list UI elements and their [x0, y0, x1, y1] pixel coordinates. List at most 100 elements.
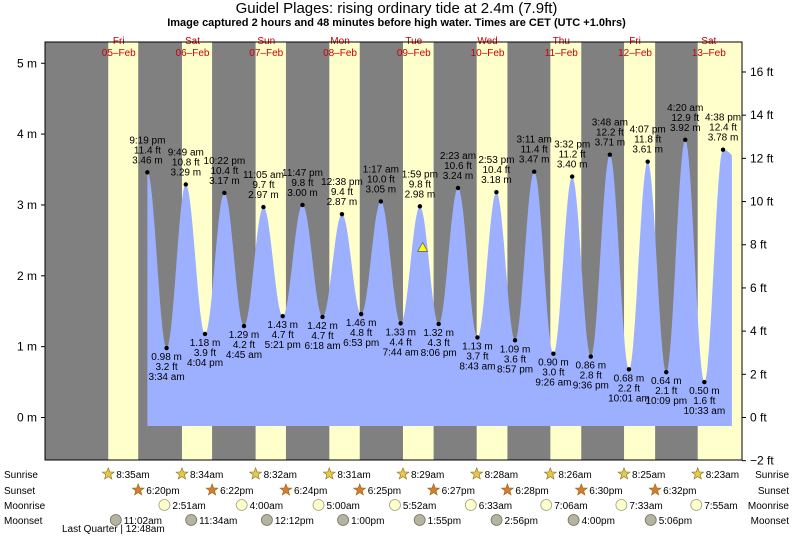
high-tide-ft: 9.8 ft — [409, 179, 431, 190]
sunset-icon — [352, 482, 367, 496]
high-tide-m: 3.92 m — [670, 123, 701, 134]
moonset-icon — [260, 514, 273, 526]
left-tick-label: 2 m — [17, 269, 37, 283]
low-tide-time: 3:34 am — [149, 372, 185, 383]
low-tide-ft: 2.2 ft — [618, 383, 640, 394]
sunset-icon — [500, 482, 515, 496]
tide-area — [147, 139, 732, 427]
high-tide-m: 3.40 m — [557, 160, 588, 171]
moonset-icon — [185, 514, 198, 526]
high-tide-time: 10:22 pm — [204, 156, 246, 167]
moonrise-icon — [312, 499, 325, 511]
high-tide-time: 4:07 pm — [630, 125, 666, 136]
low-tide-ft: 4.8 ft — [350, 328, 372, 339]
high-tide-time: 2:53 pm — [478, 155, 514, 166]
low-tide-time: 8:57 pm — [497, 364, 533, 375]
moonrise-time: 7:55am — [704, 501, 737, 512]
high-tide-time: 4:38 pm — [705, 113, 741, 124]
high-tide-time: 12:38 pm — [321, 177, 363, 188]
moonset-icon — [644, 514, 657, 526]
date-label-2: 07–Feb — [249, 48, 283, 59]
moonrise-time: 5:00am — [327, 501, 360, 512]
moonset-icon — [413, 514, 426, 526]
tide-point-high — [455, 185, 461, 191]
tide-point-high — [683, 137, 688, 142]
moonset-time: 11:02am — [124, 516, 162, 527]
low-tide-m: 0.68 m — [614, 373, 645, 384]
low-tide-ft: 3.9 ft — [194, 348, 216, 359]
tide-point-low — [588, 354, 593, 359]
tide-point-high — [183, 182, 189, 187]
tide-point-low — [475, 335, 480, 340]
sunrise-time: 8:29am — [411, 470, 444, 481]
tide-point-high — [339, 211, 345, 217]
tide-point-low — [358, 311, 364, 317]
high-tide-ft: 12.9 ft — [671, 113, 699, 124]
row-label-left-moonrise: Moonrise — [4, 501, 46, 512]
right-tick-label: 6 ft — [750, 281, 767, 295]
left-tick-label: 0 m — [17, 410, 37, 424]
daylight-band — [108, 42, 139, 460]
sunset-time: 6:27pm — [442, 486, 475, 497]
moonset-time: 1:55pm — [428, 516, 461, 527]
sunrise-time: 8:32am — [264, 470, 297, 481]
tide-point-low — [626, 367, 632, 372]
low-tide-ft: 4.4 ft — [390, 337, 412, 348]
high-tide-time: 11:05 am — [243, 170, 284, 181]
high-tide-m: 3.29 m — [171, 167, 202, 178]
high-tide-m: 3.00 m — [287, 188, 318, 199]
high-tide-ft: 9.7 ft — [252, 180, 274, 191]
left-tick-label: 1 m — [17, 340, 37, 354]
moonrise-time: 4:00am — [250, 501, 283, 512]
sunset-time: 6:22pm — [220, 486, 253, 497]
moonset-icon — [490, 514, 503, 526]
low-tide-time: 8:43 am — [459, 361, 495, 372]
high-tide-m: 2.87 m — [327, 197, 358, 208]
high-tide-time: 9:49 am — [168, 147, 204, 158]
date-label-3: 08–Feb — [323, 48, 357, 59]
sunrise-time: 8:28am — [485, 470, 518, 481]
low-tide-time: 5:21 pm — [265, 340, 301, 351]
right-tick-label: 10 ft — [750, 195, 774, 209]
low-tide-m: 1.43 m — [267, 320, 298, 331]
high-tide-time: 3:48 am — [592, 118, 628, 129]
low-tide-time: 6:53 pm — [343, 338, 379, 349]
sunrise-icon — [175, 466, 189, 480]
row-label-left-sunrise: Sunrise — [4, 470, 38, 481]
sunset-time: 6:24pm — [294, 486, 327, 497]
sunset-icon — [426, 482, 441, 496]
sunrise-icon — [396, 466, 410, 480]
tide-point-high — [300, 202, 305, 208]
row-label-left-moonset: Moonset — [4, 516, 43, 527]
date-label-7: 12–Feb — [618, 48, 652, 59]
high-tide-m: 3.78 m — [708, 133, 739, 144]
low-tide-time: 7:44 am — [383, 347, 419, 358]
row-label-right-sunrise: Sunrise — [755, 470, 789, 481]
high-tide-m: 3.47 m — [519, 155, 550, 166]
low-tide-m: 0.98 m — [151, 352, 182, 363]
plot-frame — [44, 41, 743, 461]
moonset-icon — [567, 514, 580, 526]
date-label-0: 05–Feb — [102, 48, 136, 59]
right-tick-label: 8 ft — [750, 238, 767, 252]
moonrise-time: 2:51am — [172, 501, 205, 512]
row-label-right-moonset: Moonset — [751, 516, 790, 527]
tide-point-high — [145, 170, 150, 175]
sunrise-time: 8:35am — [116, 470, 149, 481]
high-tide-ft: 10.0 ft — [367, 174, 395, 185]
right-tick-label: 12 ft — [750, 151, 774, 165]
high-tide-ft: 12.2 ft — [596, 128, 624, 139]
sunrise-time: 8:34am — [190, 470, 223, 481]
date-label-5: 10–Feb — [471, 48, 505, 59]
tide-point-low — [164, 345, 169, 351]
sunset-icon — [205, 482, 219, 496]
chart-subtitle: Image captured 2 hours and 48 minutes be… — [167, 17, 626, 29]
sunrise-time: 8:23am — [706, 470, 739, 481]
high-tide-m: 3.61 m — [632, 145, 663, 156]
sunrise-time: 8:31am — [337, 470, 370, 481]
sunrise-icon — [101, 466, 116, 480]
high-tide-ft: 9.4 ft — [331, 187, 353, 198]
high-tide-time: 3:32 pm — [554, 140, 590, 151]
high-tide-ft: 10.4 ft — [210, 166, 238, 177]
tide-point-high — [569, 174, 575, 179]
